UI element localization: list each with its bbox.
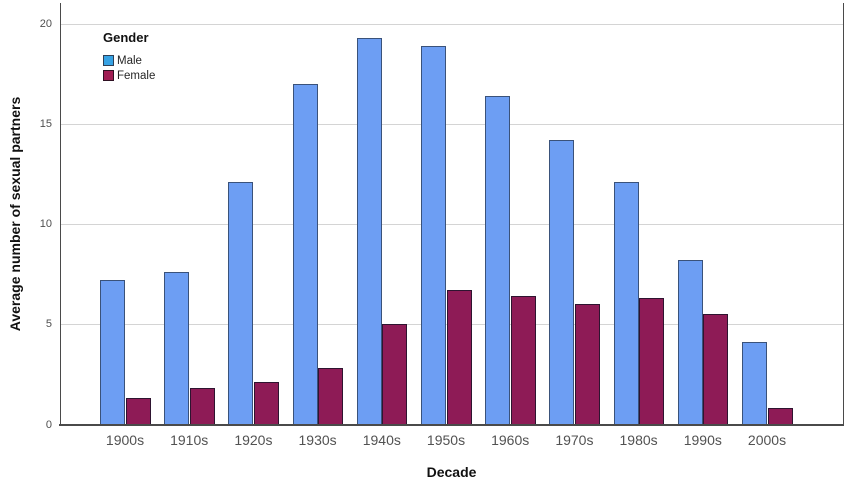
bar-female-2000s: [767, 408, 793, 425]
bar-female-1920s: [253, 382, 279, 425]
bar-female-1960s: [510, 296, 536, 425]
y-tick-label-15: 15: [39, 117, 52, 130]
x-tick-label-1980s: 1980s: [619, 432, 658, 448]
x-tick-label-1900s: 1900s: [105, 432, 145, 448]
x-tick-label-1950s: 1950s: [426, 432, 466, 448]
x-axis-line: [59, 423, 844, 426]
bar-female-1940s: [382, 324, 408, 425]
x-tick-label-1940s: 1940s: [362, 432, 401, 448]
bar-male-1950s: [421, 45, 446, 425]
legend: Gender Male Female: [103, 30, 155, 83]
legend-item-female: Female: [103, 68, 155, 83]
bar-male-1940s: [356, 37, 382, 425]
male-swatch-icon: [103, 55, 114, 66]
bar-female-1910s: [189, 388, 215, 425]
bar-male-1930s: [292, 83, 318, 425]
legend-title: Gender: [103, 30, 149, 45]
y-tick-label-5: 5: [45, 318, 52, 331]
bar-female-1900s: [125, 398, 151, 425]
right-frame-line: [843, 3, 844, 425]
x-tick-label-1920s: 1920s: [234, 432, 273, 448]
bar-male-1980s: [613, 181, 639, 425]
female-swatch-icon: [103, 70, 114, 81]
y-tick-label-0: 0: [45, 418, 52, 431]
legend-item-male: Male: [103, 53, 155, 68]
bar-male-1960s: [485, 95, 511, 425]
x-tick-label-1930s: 1930s: [298, 432, 337, 448]
bar-female-1930s: [318, 368, 344, 425]
bar-male-1920s: [228, 181, 254, 425]
bar-female-1990s: [703, 314, 729, 425]
gridline-15: [60, 123, 843, 125]
y-axis-line: [60, 3, 61, 425]
bar-male-1970s: [549, 139, 575, 425]
x-tick-label-1910s: 1910s: [170, 432, 209, 448]
bar-male-2000s: [742, 342, 767, 425]
x-tick-label-1990s: 1990s: [683, 432, 722, 448]
bar-female-1980s: [639, 298, 665, 425]
y-tick-label-20: 20: [39, 17, 52, 30]
x-tick-label-1970s: 1970s: [555, 432, 594, 448]
bar-male-1910s: [164, 272, 190, 425]
x-tick-label-1960s: 1960s: [491, 432, 530, 448]
bar-male-1990s: [677, 260, 703, 425]
bar-female-1950s: [446, 290, 472, 425]
x-tick-label-2000s: 2000s: [747, 432, 787, 448]
bar-male-1900s: [100, 280, 125, 425]
x-axis-title: Decade: [426, 464, 477, 480]
legend-label-female: Female: [117, 69, 156, 82]
gridline-10: [60, 224, 843, 225]
y-tick-label-10: 10: [39, 218, 52, 230]
legend-label-male: Male: [117, 54, 142, 67]
gridline-20: [60, 23, 843, 25]
bar-female-1970s: [574, 304, 600, 425]
y-axis-title: Average number of sexual partners: [7, 96, 23, 331]
